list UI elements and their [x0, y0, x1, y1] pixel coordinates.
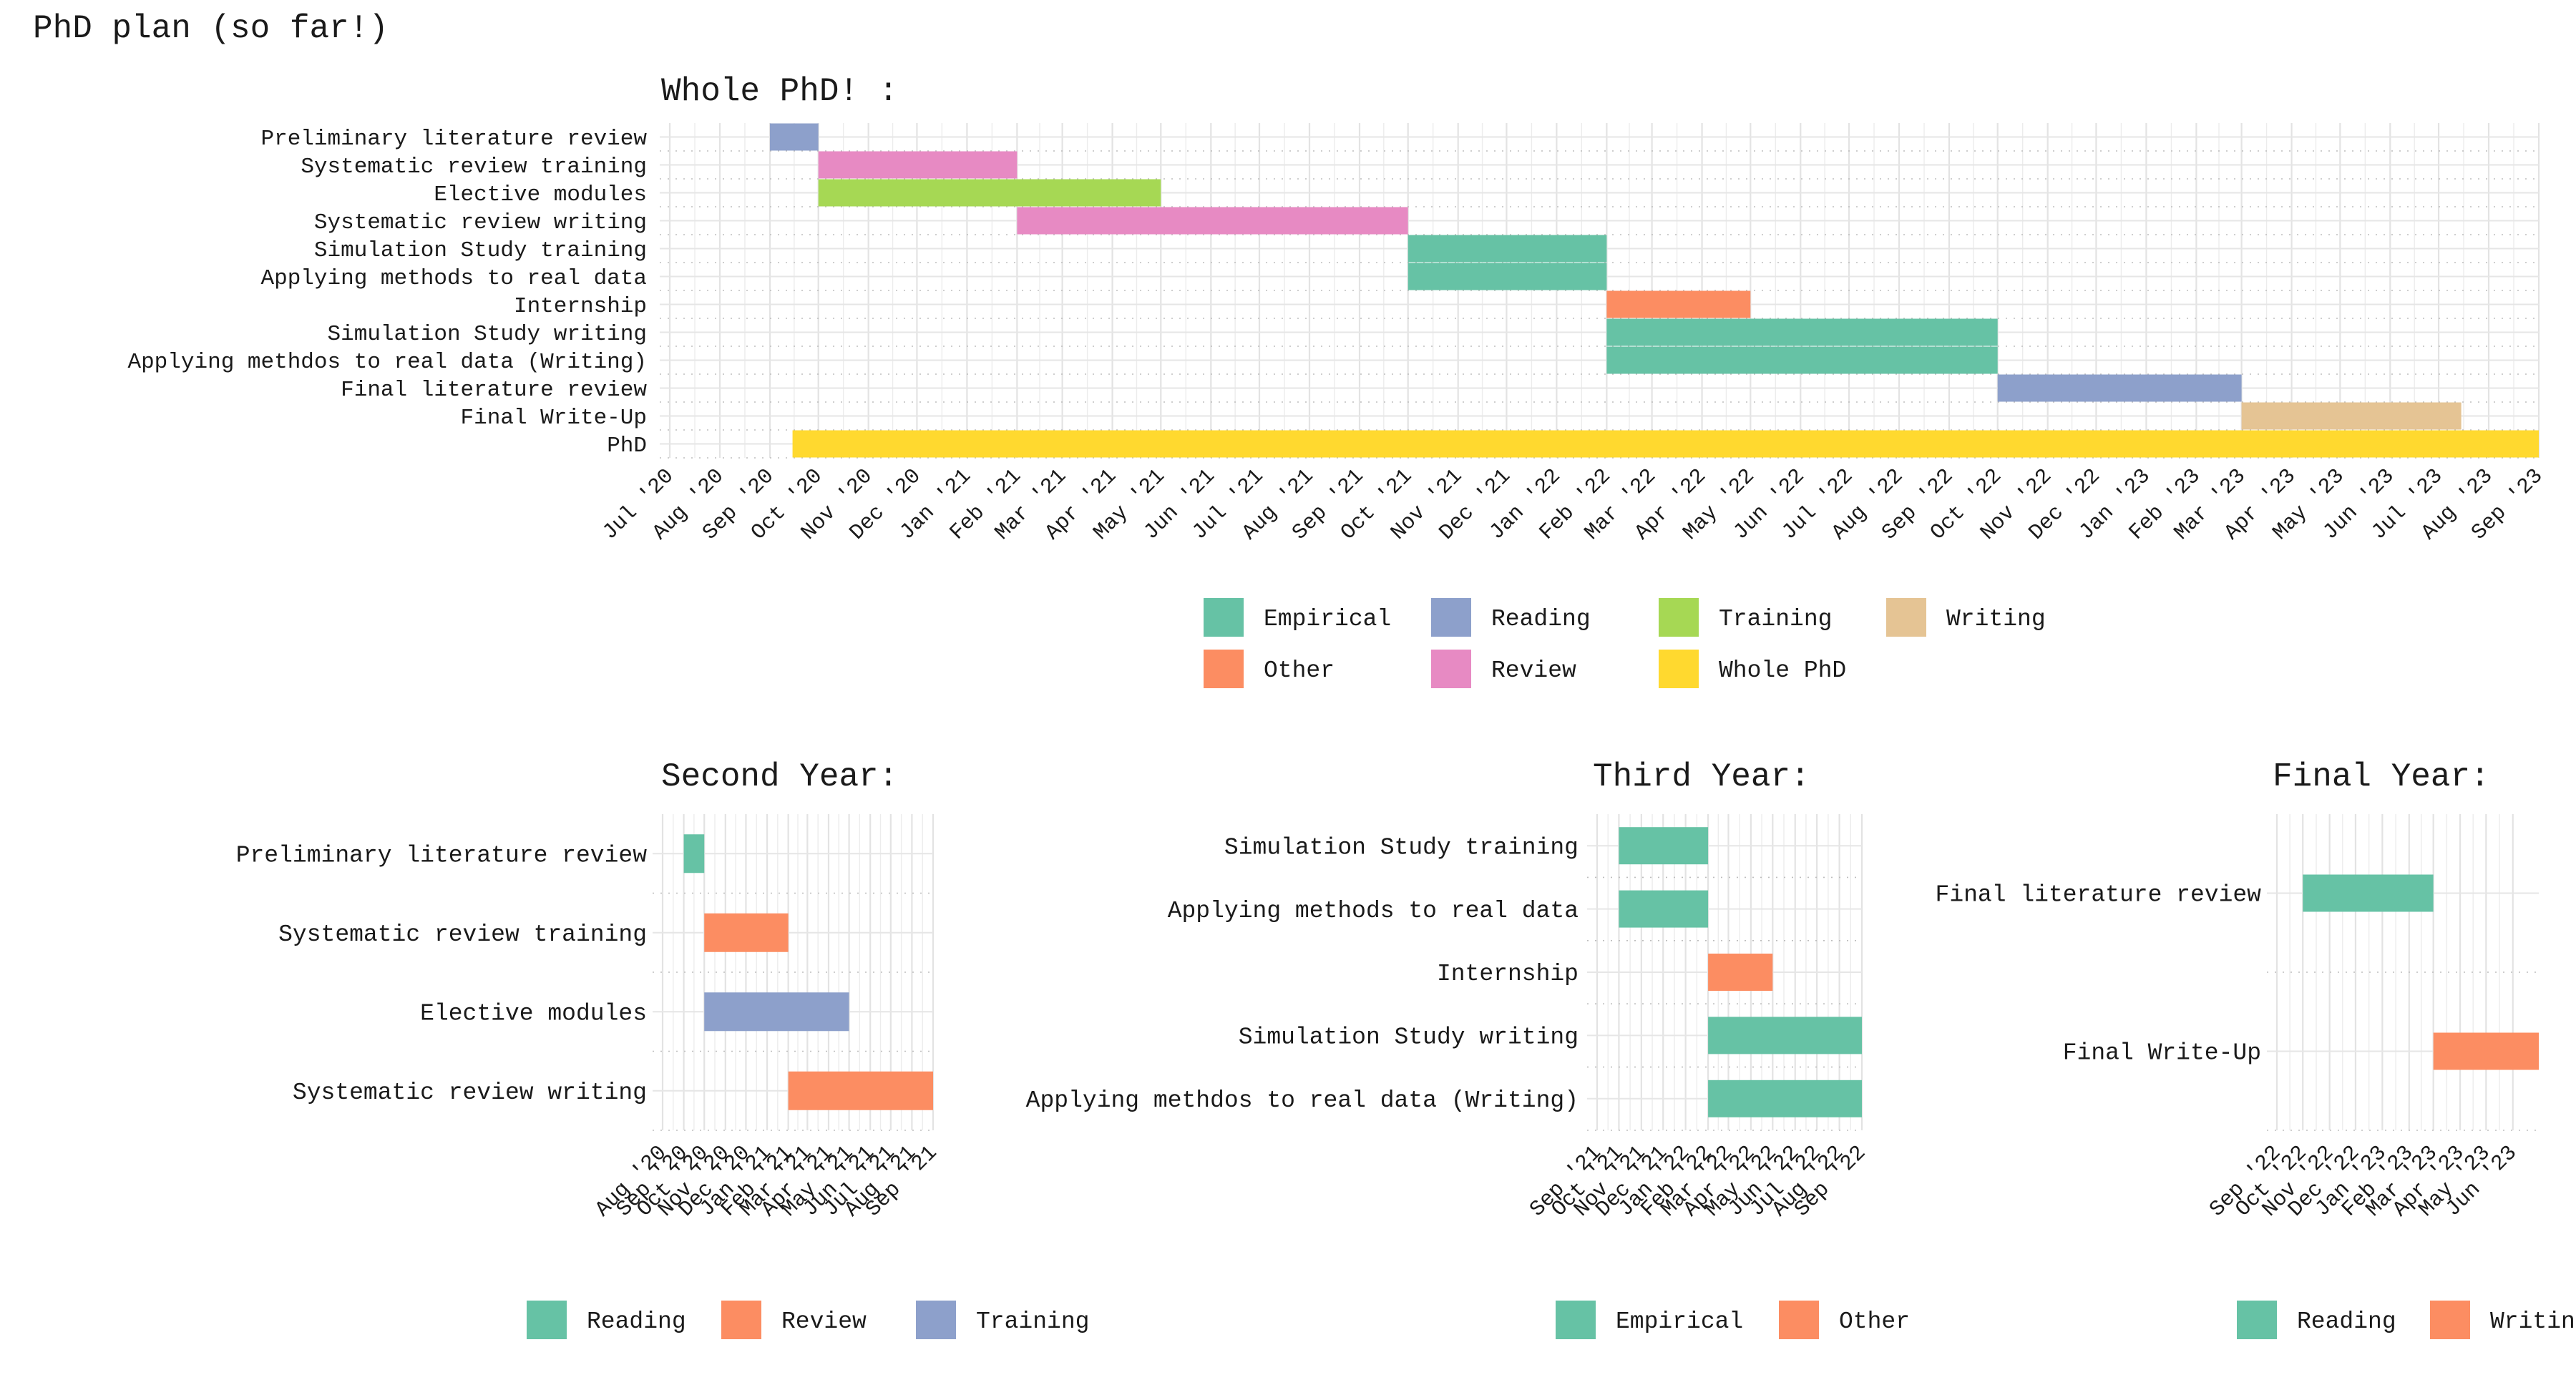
- bar-simulation-study-writing: [1708, 1017, 1862, 1054]
- task-label: Systematic review training: [301, 155, 647, 180]
- legend: Empirical Reading Training Writing Other Revi…: [1204, 598, 2046, 688]
- task-label: Final Write-Up: [2063, 1040, 2261, 1067]
- legend-key-other: [1779, 1301, 1819, 1339]
- legend: Empirical Other: [1556, 1301, 1910, 1339]
- chart-second: Second Year: Preliminary literature revie…: [236, 758, 1089, 1339]
- legend-label: Empirical: [1264, 606, 1391, 632]
- task-label: Simulation Study training: [1224, 834, 1579, 861]
- task-label: PhD: [607, 434, 647, 459]
- bar-final-write-up: [2433, 1032, 2539, 1070]
- task-label: Simulation Study training: [314, 238, 647, 263]
- bar-systematic-review-writing: [1017, 207, 1408, 235]
- chart-title: Whole PhD! :: [661, 73, 898, 110]
- legend-label: Whole PhD: [1719, 657, 1846, 684]
- bar-simulation-study-writing: [1606, 318, 1998, 346]
- bar-simulation-study-training: [1619, 827, 1709, 865]
- bar-phd: [792, 430, 2539, 458]
- legend-key-empirical: [1204, 598, 1244, 637]
- task-label: Final literature review: [341, 378, 647, 403]
- task-label: Preliminary literature review: [236, 842, 647, 868]
- legend-label: Writing: [2490, 1308, 2576, 1335]
- legend-label: Reading: [587, 1308, 686, 1335]
- bar-systematic-review-training: [704, 913, 789, 952]
- bar-final-literature-review: [2303, 874, 2434, 912]
- legend-key-whole-phd: [1659, 650, 1699, 688]
- task-label: Final Write-Up: [461, 406, 647, 431]
- task-label: Elective modules: [420, 1000, 647, 1027]
- task-label: Applying methods to real data: [1168, 898, 1579, 924]
- chart-whole: Whole PhD! : Preliminary literature revie…: [127, 73, 2548, 688]
- bar-final-literature-review: [1997, 374, 2242, 402]
- bar-final-write-up: [2241, 402, 2462, 430]
- legend: Reading Review Training: [527, 1301, 1089, 1339]
- task-label: Simulation Study writing: [1239, 1024, 1579, 1051]
- task-label: Elective modules: [434, 182, 647, 207]
- bar-internship: [1708, 954, 1773, 991]
- task-label: Internship: [1437, 961, 1579, 987]
- legend-key-training: [1659, 598, 1699, 637]
- task-label: Systematic review writing: [293, 1080, 647, 1106]
- legend-label: Empirical: [1616, 1308, 1743, 1335]
- bar-elective-modules: [704, 992, 849, 1032]
- bar-internship: [1606, 290, 1751, 318]
- bar-applying-methods-to-real-data: [1407, 263, 1607, 290]
- task-label: Applying methdos to real data (Writing): [1026, 1087, 1579, 1114]
- task-label: Simulation Study writing: [328, 322, 647, 347]
- chart-third: Third Year: Simulation Study training Appl…: [1026, 758, 1910, 1339]
- legend-label: Other: [1264, 657, 1335, 684]
- task-label: Preliminary literature review: [261, 127, 648, 152]
- bar-systematic-review-writing: [788, 1071, 933, 1110]
- legend-label: Reading: [2297, 1308, 2396, 1335]
- task-label: Final literature review: [1936, 882, 2262, 909]
- task-label: Applying methods to real data: [261, 266, 648, 291]
- grid: [2267, 814, 2539, 1131]
- legend-key-review: [1431, 650, 1471, 688]
- bar-applying-methods-to-real-data: [1619, 890, 1709, 928]
- page-title: PhD plan (so far!): [33, 10, 389, 47]
- bar-systematic-review-training: [818, 151, 1018, 179]
- task-label: Systematic review training: [278, 921, 647, 948]
- legend-key-writing: [1886, 598, 1926, 637]
- task-label: Applying methdos to real data (Writing): [127, 350, 647, 375]
- legend-key-other: [1204, 650, 1244, 688]
- bar-simulation-study-training: [1407, 235, 1607, 263]
- bar-preliminary-literature-review: [769, 123, 819, 151]
- legend-label: Reading: [1491, 606, 1591, 632]
- legend-key-empirical: [1556, 1301, 1596, 1339]
- legend-label: Review: [1491, 657, 1576, 684]
- bar-preliminary-literature-review: [683, 834, 705, 873]
- legend-key-training: [916, 1301, 956, 1339]
- task-label: Systematic review writing: [314, 210, 647, 235]
- task-label: Internship: [514, 294, 647, 319]
- legend-key-reading: [2237, 1301, 2277, 1339]
- legend-label: Writing: [1946, 606, 2046, 632]
- bar-elective-modules: [818, 179, 1161, 207]
- legend-label: Training: [1719, 606, 1832, 632]
- legend: Reading Writing: [2237, 1301, 2576, 1339]
- legend-key-review: [721, 1301, 761, 1339]
- legend-label: Other: [1839, 1308, 1910, 1335]
- legend-key-writing: [2430, 1301, 2470, 1339]
- legend-label: Training: [976, 1308, 1089, 1335]
- chart-title: Third Year:: [1593, 758, 1810, 796]
- legend-key-reading: [527, 1301, 567, 1339]
- chart-title: Second Year:: [661, 758, 898, 796]
- legend-key-reading: [1431, 598, 1471, 637]
- chart-final: Final Year: Final literature review Final …: [1936, 758, 2576, 1339]
- chart-title: Final Year:: [2273, 758, 2490, 796]
- legend-label: Review: [781, 1308, 867, 1335]
- bar-applying-methdos-to-real-data-writing: [1606, 346, 1998, 374]
- bar-applying-methdos-to-real-data-writing: [1708, 1080, 1862, 1117]
